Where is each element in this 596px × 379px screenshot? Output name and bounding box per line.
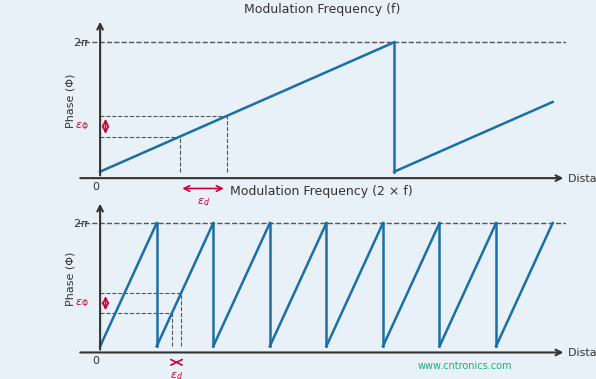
Text: $2\pi$: $2\pi$: [73, 36, 89, 48]
Text: Phase (Φ): Phase (Φ): [66, 73, 76, 128]
Text: $2\pi$: $2\pi$: [73, 217, 89, 229]
Text: $\epsilon_\Phi$: $\epsilon_\Phi$: [75, 121, 89, 132]
Text: Distance (d): Distance (d): [569, 348, 596, 357]
Text: $\epsilon_d$: $\epsilon_d$: [197, 196, 210, 208]
Text: 0: 0: [92, 182, 99, 192]
Text: 0: 0: [92, 356, 99, 366]
Text: $\epsilon_\Phi$: $\epsilon_\Phi$: [75, 297, 89, 309]
Text: Phase (Φ): Phase (Φ): [66, 251, 76, 306]
Text: $\epsilon_d$: $\epsilon_d$: [170, 370, 183, 379]
Text: Distance (d): Distance (d): [569, 173, 596, 183]
Title: Modulation Frequency (f): Modulation Frequency (f): [244, 3, 400, 16]
Text: www.cntronics.com: www.cntronics.com: [417, 362, 512, 371]
Title: Modulation Frequency (2 × f): Modulation Frequency (2 × f): [231, 185, 413, 198]
